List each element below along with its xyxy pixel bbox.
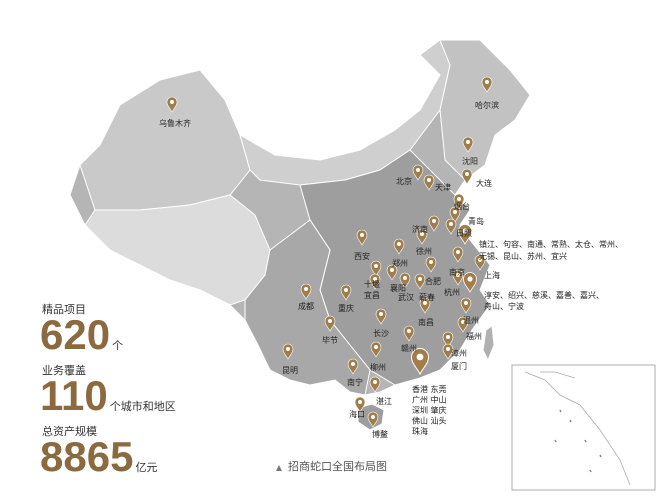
city-label: 宜昌 bbox=[364, 290, 380, 300]
inset-islands bbox=[554, 409, 602, 473]
city-label: 徐州 bbox=[416, 246, 432, 256]
city-label: 长沙 bbox=[373, 328, 389, 338]
stat-value: 620 bbox=[40, 311, 110, 358]
stat-label: 总资产规模 bbox=[42, 424, 97, 438]
city-label: 武汉 bbox=[398, 292, 414, 302]
city-label: 杭州 bbox=[444, 287, 460, 297]
stat-unit: 个城市和地区 bbox=[110, 399, 176, 413]
city-group-label: 镇江、句容、南通、常熟、太仓、常州、 bbox=[479, 239, 623, 249]
city-group-label: 深圳 肇庆 bbox=[412, 405, 447, 415]
city-label: 赣州 bbox=[401, 343, 417, 353]
stat-value: 110 bbox=[40, 372, 108, 419]
caption-icon bbox=[276, 465, 282, 471]
city-label: 昆明 bbox=[282, 366, 298, 375]
city-label: 大连 bbox=[476, 178, 492, 188]
city-group-label: 珠海 bbox=[412, 426, 428, 436]
stat-unit: 亿元 bbox=[135, 461, 157, 474]
city-label: 沈阳 bbox=[462, 156, 478, 166]
city-label: 西安 bbox=[354, 251, 370, 261]
city-label: 柳州 bbox=[370, 362, 386, 372]
city-label: 海口 bbox=[349, 409, 365, 419]
city-label: 成都 bbox=[298, 301, 314, 311]
city-label: 蕲春 bbox=[419, 292, 435, 302]
inset-frame bbox=[511, 364, 656, 491]
city-label: 郑州 bbox=[392, 258, 408, 268]
city-label: 南昌 bbox=[418, 317, 434, 327]
inset-coast bbox=[524, 371, 631, 486]
city-group-label: 舟山、宁波 bbox=[484, 301, 524, 311]
city-label: 南宁 bbox=[347, 377, 363, 387]
city-group-label: 无锡、昆山、苏州、宜兴 bbox=[479, 251, 567, 261]
city-label: 湛江 bbox=[376, 397, 392, 406]
taiwan-island bbox=[482, 325, 495, 362]
city-label: 厦门 bbox=[451, 361, 467, 371]
city-label: 重庆 bbox=[338, 303, 354, 313]
city-group-label: 佛山 汕头 bbox=[412, 416, 447, 426]
city-label: 襄阳 bbox=[390, 283, 406, 293]
city-label: 哈尔滨 bbox=[475, 100, 499, 110]
stat-value: 8865 bbox=[40, 433, 133, 480]
city-label: 温州 bbox=[463, 316, 479, 325]
city-label: 烟台 bbox=[454, 201, 470, 211]
city-label: 乌鲁木齐 bbox=[159, 118, 191, 128]
caption: 招商蛇口全国布局图 bbox=[288, 459, 387, 473]
region-southwest bbox=[244, 219, 371, 396]
region-west bbox=[79, 69, 251, 211]
city-label: 日照 bbox=[456, 229, 472, 238]
city-label: 十堰 bbox=[364, 279, 380, 289]
city-label: 漳州 bbox=[451, 348, 467, 358]
city-group-label: 淳安、绍兴、慈溪、嘉善、嘉兴、 bbox=[484, 290, 604, 300]
city-label: 福州 bbox=[466, 332, 482, 341]
stat-unit: 个 bbox=[112, 339, 123, 352]
stat-label: 业务覆盖 bbox=[42, 363, 86, 377]
south-sea-inset bbox=[511, 364, 656, 491]
city-label: 南京 bbox=[449, 267, 465, 277]
city-group-label: 广州 中山 bbox=[412, 395, 447, 405]
region-northeast bbox=[439, 39, 531, 181]
city-label: 青岛 bbox=[468, 216, 484, 226]
city-label: 博鳌 bbox=[372, 429, 388, 439]
city-label: 天津 bbox=[435, 182, 451, 192]
city-label: 济南 bbox=[412, 224, 428, 234]
region-tibet bbox=[84, 194, 271, 306]
city-label: 上海 bbox=[484, 270, 500, 280]
city-label: 毕节 bbox=[322, 335, 338, 345]
stat-label: 精品项目 bbox=[42, 303, 86, 316]
city-group-label: 香港 东莞 bbox=[412, 384, 447, 394]
city-label: 合肥 bbox=[425, 276, 441, 286]
city-label: 北京 bbox=[396, 176, 412, 186]
